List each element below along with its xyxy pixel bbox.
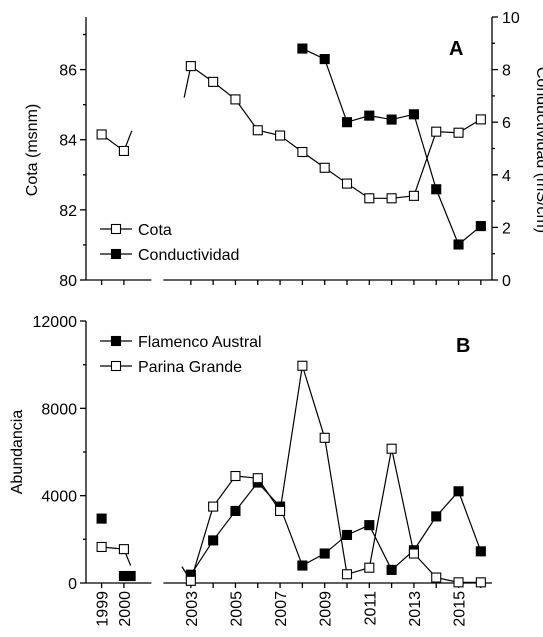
cota-point bbox=[96, 129, 107, 140]
flamenco-austral-point bbox=[230, 505, 241, 517]
conductividad-point bbox=[319, 54, 330, 65]
cota-point bbox=[208, 76, 219, 87]
panel-a-y-tick-label: 82 bbox=[59, 203, 77, 220]
conductividad-point bbox=[341, 117, 353, 128]
parina-grande-point bbox=[208, 501, 219, 512]
panel-b-x-tick-label: 2005 bbox=[228, 591, 245, 627]
flamenco-austral-point bbox=[319, 548, 330, 559]
flamenco-austral-point bbox=[96, 513, 107, 524]
panel-a-y-tick-label: 84 bbox=[59, 133, 77, 150]
conductividad-line bbox=[302, 48, 482, 246]
cota-point bbox=[475, 114, 486, 125]
panel-a-chart: 80 82 84 86 0 2 4 6 8 10 Cota Conductividad bbox=[59, 10, 520, 290]
panel-b-y-tick-label: 4000 bbox=[41, 489, 77, 506]
parina-grande-point bbox=[453, 577, 464, 588]
cota-line-partial bbox=[183, 65, 192, 98]
panel-b-y-tick-label: 0 bbox=[68, 576, 77, 593]
panel-a-y-tick-label: 80 bbox=[59, 273, 77, 290]
panel-b-chart: 0 4000 8000 12000 1999 2000 2003 2005 2007 2009 20… bbox=[33, 314, 492, 627]
conductividad-point bbox=[364, 110, 375, 121]
legend-cota-label: Cota bbox=[138, 222, 172, 239]
panel-a-y-tick-label: 86 bbox=[59, 63, 77, 80]
legend-conductividad-label: Conductividad bbox=[138, 247, 239, 264]
panel-a-y2-tick-label: 0 bbox=[502, 273, 511, 290]
flamenco-austral-point bbox=[431, 511, 442, 522]
legend-parina-grande-label: Parina Grande bbox=[138, 359, 242, 376]
legend-flamenco-austral-marker bbox=[110, 335, 122, 347]
flamenco-austral-point bbox=[297, 560, 308, 571]
flamenco-austral-point bbox=[475, 546, 486, 557]
parina-grande-point bbox=[408, 548, 419, 559]
panel-b-label: B bbox=[456, 335, 470, 357]
parina-grande-point bbox=[386, 443, 397, 454]
panel-a-y2-tick-label: 6 bbox=[502, 115, 511, 132]
conductividad-point bbox=[297, 43, 308, 54]
conductividad-point bbox=[431, 184, 442, 195]
parina-grande-point bbox=[275, 505, 286, 517]
parina-grande-point bbox=[341, 569, 353, 580]
legend-cota-marker bbox=[110, 223, 122, 235]
cota-point bbox=[408, 190, 419, 201]
cota-point bbox=[364, 193, 375, 204]
conductividad-point bbox=[408, 109, 419, 120]
legend-parina-grande-marker bbox=[110, 360, 122, 372]
legend-conductividad-marker bbox=[110, 248, 122, 260]
panel-b-x-tick-label: 2009 bbox=[318, 591, 335, 627]
panel-a-y-axis-title: Cota (msnm) bbox=[24, 104, 41, 196]
flamenco-austral-point bbox=[386, 564, 397, 575]
cota-point bbox=[431, 126, 442, 137]
cota-point bbox=[230, 94, 241, 105]
cota-line bbox=[190, 65, 482, 199]
flamenco-austral-point bbox=[341, 529, 353, 541]
cota-point bbox=[297, 146, 308, 158]
cota-point bbox=[118, 145, 129, 157]
conductividad-point bbox=[475, 221, 486, 232]
cota-point bbox=[185, 61, 196, 72]
flamenco-austral-point bbox=[453, 486, 464, 497]
cota-point bbox=[275, 130, 286, 141]
flamenco-austral-point bbox=[364, 520, 375, 531]
cota-point bbox=[341, 178, 353, 189]
legend-flamenco-austral-label: Flamenco Austral bbox=[138, 334, 262, 351]
panel-b-y-tick-label: 12000 bbox=[33, 314, 78, 331]
parina-grande-point bbox=[185, 575, 196, 586]
panel-b-y-axis-title: Abundancia bbox=[9, 410, 26, 495]
panel-a-y2-tick-label: 10 bbox=[502, 10, 520, 27]
panel-b-x-tick-label: 2011 bbox=[362, 591, 379, 626]
panel-b-y-tick-label: 8000 bbox=[41, 401, 77, 418]
parina-grande-point bbox=[118, 544, 129, 555]
cota-point bbox=[319, 162, 330, 173]
parina-grande-point bbox=[252, 473, 263, 484]
cota-point bbox=[453, 127, 464, 138]
parina-grande-point bbox=[364, 562, 375, 573]
cota-point bbox=[386, 193, 397, 204]
flamenco-austral-point bbox=[208, 535, 219, 546]
parina-grande-point bbox=[230, 470, 241, 482]
panel-a-y2-tick-label: 2 bbox=[502, 220, 511, 237]
panel-a-y2-axis-title: Conductividad (mS/cm) bbox=[533, 67, 543, 233]
parina-grande-point bbox=[96, 541, 107, 553]
panel-b-x-tick-label: 2007 bbox=[273, 591, 290, 627]
panel-a-y2-tick-label: 8 bbox=[502, 63, 511, 80]
panel-b-x-tick-label: 2003 bbox=[184, 591, 201, 627]
cota-point bbox=[252, 125, 263, 136]
parina-grande-point bbox=[431, 572, 442, 583]
conductividad-point bbox=[453, 239, 464, 250]
flamenco-austral-point bbox=[125, 570, 136, 582]
flamenco-austral-line bbox=[190, 481, 482, 576]
parina-grande-point bbox=[475, 577, 486, 588]
panel-a-label: A bbox=[449, 38, 463, 60]
panel-b-x-tick-label: 2013 bbox=[407, 591, 424, 627]
conductividad-point bbox=[386, 114, 397, 125]
panel-a-y2-tick-label: 4 bbox=[502, 168, 511, 185]
parina-grande-point bbox=[297, 360, 308, 371]
panel-b-x-tick-label: 2015 bbox=[452, 591, 469, 627]
panel-b-x-tick-label: 2000 bbox=[117, 591, 134, 627]
parina-grande-point bbox=[319, 432, 330, 443]
panel-b-x-tick-label: 1999 bbox=[95, 591, 112, 627]
